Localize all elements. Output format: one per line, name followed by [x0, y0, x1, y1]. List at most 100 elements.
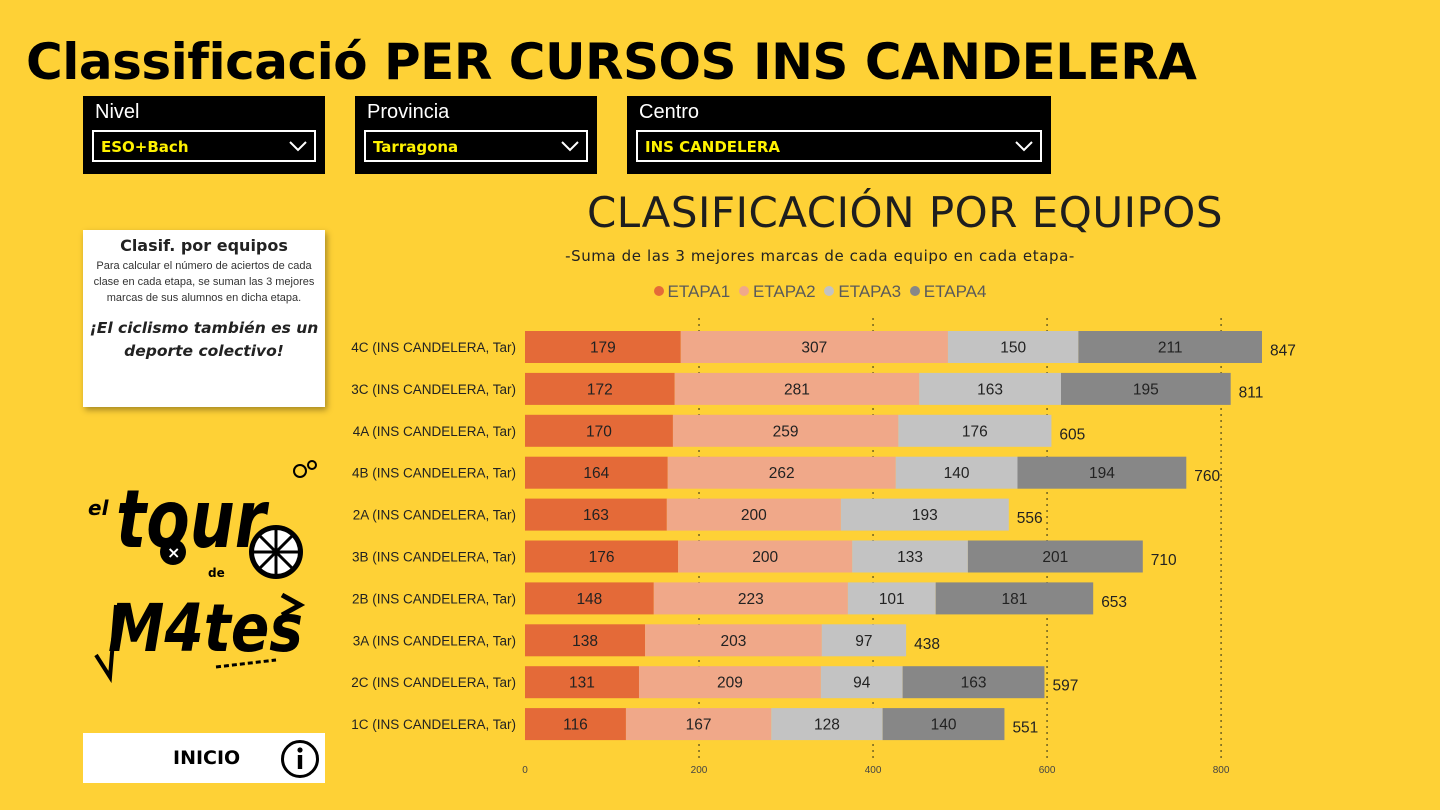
bar-segment-etapa3: [947, 331, 1079, 363]
total-label: 556: [1017, 510, 1043, 527]
bar-segment-etapa4: [935, 582, 1094, 615]
filter-centro: Centro INS CANDELERA: [627, 96, 1051, 174]
bar-segment-etapa2: [645, 624, 822, 657]
info-card-title: Clasif. por equipos: [120, 236, 288, 255]
x-tick-label: 800: [1213, 765, 1230, 776]
total-label: 710: [1151, 552, 1177, 569]
data-label: 181: [1002, 591, 1028, 608]
bar-segment-etapa1: [525, 414, 673, 447]
bar-segment-etapa3: [895, 456, 1018, 489]
category-label: 1C (INS CANDELERA, Tar): [351, 717, 516, 732]
provincia-dropdown[interactable]: Tarragona: [364, 130, 588, 162]
data-label: 176: [589, 549, 615, 566]
data-label: 172: [587, 381, 613, 398]
total-label: 605: [1059, 426, 1085, 443]
nivel-selected-value: ESO+Bach: [101, 138, 189, 156]
svg-text:×: ×: [167, 543, 180, 562]
bar-segment-etapa4: [902, 666, 1045, 699]
category-label: 4A (INS CANDELERA, Tar): [353, 424, 516, 439]
bar-segment-etapa2: [674, 372, 920, 405]
provincia-selected-value: Tarragona: [373, 138, 459, 156]
bar-segment-etapa3: [898, 414, 1052, 447]
data-label: 281: [784, 381, 810, 398]
bar-segment-etapa2: [653, 582, 848, 615]
info-icon[interactable]: [280, 739, 320, 779]
total-label: 847: [1270, 343, 1296, 360]
data-label: 193: [912, 507, 938, 524]
data-label: 128: [814, 717, 840, 734]
data-label: 194: [1089, 465, 1115, 482]
category-label: 4B (INS CANDELERA, Tar): [352, 466, 516, 481]
bar-segment-etapa3: [840, 498, 1009, 531]
data-label: 163: [977, 381, 1003, 398]
filter-centro-label: Centro: [639, 101, 700, 123]
bar-segment-etapa2: [680, 331, 948, 363]
data-label: 259: [773, 423, 799, 440]
data-label: 223: [738, 591, 764, 608]
data-label: 163: [583, 507, 609, 524]
category-label: 3A (INS CANDELERA, Tar): [353, 633, 516, 648]
bar-segment-etapa1: [525, 456, 668, 489]
svg-text:el: el: [88, 496, 110, 520]
centro-dropdown[interactable]: INS CANDELERA: [636, 130, 1042, 162]
legend-item-etapa1[interactable]: ETAPA1: [653, 281, 731, 303]
bar-segment-etapa4: [882, 708, 1005, 741]
bar-segment-etapa4: [1061, 372, 1231, 405]
data-label: 140: [931, 717, 957, 734]
bar-segment-etapa3: [771, 708, 883, 741]
legend-item-etapa4[interactable]: ETAPA4: [909, 281, 986, 303]
category-label: 2C (INS CANDELERA, Tar): [351, 675, 516, 690]
bar-segment-etapa1: [525, 331, 681, 363]
data-label: 150: [1000, 340, 1026, 357]
data-label: 148: [576, 591, 602, 608]
bar-segment-etapa2: [638, 666, 821, 699]
bar-segment-etapa3: [847, 582, 936, 615]
data-label: 211: [1158, 340, 1183, 357]
chevron-down-icon: [1015, 141, 1033, 152]
legend-label: ETAPA1: [667, 282, 731, 301]
bar-segment-etapa4: [1078, 331, 1262, 363]
svg-text:M4tes: M4tes: [108, 590, 303, 667]
legend-dot: [653, 286, 664, 296]
total-label: 811: [1239, 384, 1264, 401]
category-label: 4C (INS CANDELERA, Tar): [351, 340, 516, 355]
category-label: 3B (INS CANDELERA, Tar): [352, 550, 516, 565]
svg-text:tour: tour: [116, 473, 270, 566]
legend-item-etapa2[interactable]: ETAPA2: [738, 281, 816, 303]
bar-segment-etapa3: [919, 372, 1061, 405]
bar-segment-etapa3: [821, 624, 907, 657]
bar-segment-etapa1: [525, 498, 667, 531]
data-label: 195: [1133, 381, 1159, 398]
data-label: 97: [855, 633, 872, 650]
category-label: 2B (INS CANDELERA, Tar): [352, 591, 516, 606]
centro-selected-value: INS CANDELERA: [645, 138, 780, 156]
bar-segment-etapa1: [525, 372, 675, 405]
data-label: 179: [590, 340, 616, 357]
bar-segment-etapa2: [672, 414, 899, 447]
data-label: 140: [944, 465, 970, 482]
x-tick-label: 600: [1039, 765, 1056, 776]
filter-nivel-label: Nivel: [95, 101, 140, 123]
chart-title: CLASIFICACIÓN POR EQUIPOS: [586, 188, 1224, 237]
legend-dot: [738, 286, 749, 296]
data-label: 116: [563, 717, 588, 734]
legend-dot: [824, 286, 835, 296]
data-label: 176: [962, 423, 988, 440]
bar-segment-etapa2: [666, 498, 841, 531]
tour-de-mates-logo: el tour × de M4tes: [88, 460, 317, 684]
data-label: 101: [879, 591, 905, 608]
chart-legend: ETAPA1 ETAPA2 ETAPA3 ETAPA4: [470, 281, 1170, 303]
inicio-label: INICIO: [173, 747, 241, 769]
bar-segment-etapa3: [852, 540, 968, 573]
data-label: 307: [801, 340, 827, 357]
x-tick-label: 400: [865, 765, 882, 776]
nivel-dropdown[interactable]: ESO+Bach: [92, 130, 316, 162]
svg-text:de: de: [208, 566, 225, 580]
data-label: 201: [1042, 549, 1068, 566]
bar-segment-etapa2: [625, 708, 772, 741]
legend-label: ETAPA3: [838, 282, 902, 301]
inicio-button[interactable]: INICIO: [83, 733, 325, 783]
legend-item-etapa3[interactable]: ETAPA3: [824, 281, 901, 303]
bar-segment-etapa3: [820, 666, 903, 699]
filter-provincia: Provincia Tarragona: [355, 96, 597, 174]
